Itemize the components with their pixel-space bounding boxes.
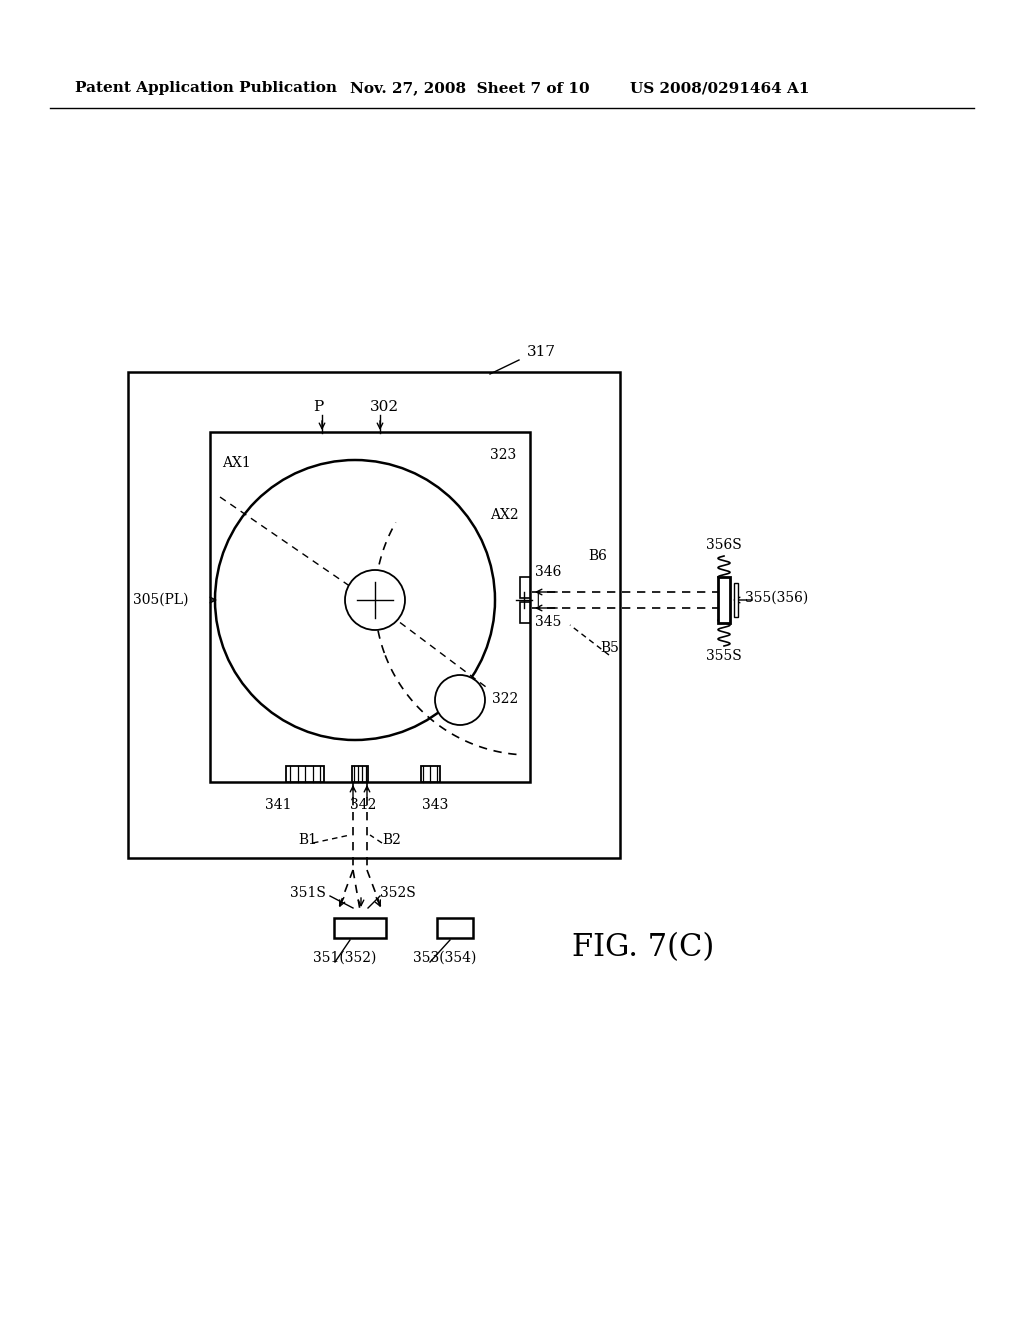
- Circle shape: [435, 675, 485, 725]
- Bar: [286, 766, 324, 781]
- Text: B5: B5: [600, 642, 618, 655]
- Bar: [520, 602, 530, 623]
- Text: Patent Application Publication: Patent Application Publication: [75, 81, 337, 95]
- Text: Nov. 27, 2008  Sheet 7 of 10: Nov. 27, 2008 Sheet 7 of 10: [350, 81, 590, 95]
- Bar: [210, 432, 530, 781]
- Text: 346: 346: [535, 565, 561, 579]
- Text: 353(354): 353(354): [413, 950, 476, 965]
- Text: 305(PL): 305(PL): [133, 593, 188, 607]
- Text: 355S: 355S: [706, 649, 741, 663]
- Bar: [334, 917, 386, 939]
- Text: 342: 342: [350, 799, 377, 812]
- Bar: [734, 583, 738, 616]
- Bar: [718, 577, 730, 623]
- Text: 343: 343: [422, 799, 449, 812]
- Text: AX2: AX2: [490, 508, 518, 521]
- Text: 356S: 356S: [706, 539, 741, 552]
- Text: 352S: 352S: [380, 886, 416, 900]
- Text: 302: 302: [370, 400, 399, 414]
- Text: |: |: [535, 590, 540, 606]
- Circle shape: [345, 570, 406, 630]
- Text: B6: B6: [588, 549, 607, 564]
- Text: B2: B2: [382, 833, 400, 847]
- Text: US 2008/0291464 A1: US 2008/0291464 A1: [630, 81, 810, 95]
- Text: AX1: AX1: [222, 455, 251, 470]
- Text: 355(356): 355(356): [745, 591, 808, 605]
- Text: 351S: 351S: [290, 886, 326, 900]
- Text: FIG. 7(C): FIG. 7(C): [572, 932, 715, 964]
- Text: 345: 345: [535, 615, 561, 630]
- Bar: [520, 577, 530, 598]
- Text: 351(352): 351(352): [313, 950, 377, 965]
- Text: P: P: [313, 400, 324, 414]
- Bar: [421, 766, 440, 781]
- Bar: [437, 917, 473, 939]
- Text: 322: 322: [492, 692, 518, 706]
- Bar: [128, 372, 620, 858]
- Text: 341: 341: [265, 799, 292, 812]
- Text: 323: 323: [490, 447, 516, 462]
- Bar: [352, 766, 368, 781]
- Circle shape: [215, 459, 495, 741]
- Text: 317: 317: [527, 345, 556, 359]
- Text: B1: B1: [298, 833, 317, 847]
